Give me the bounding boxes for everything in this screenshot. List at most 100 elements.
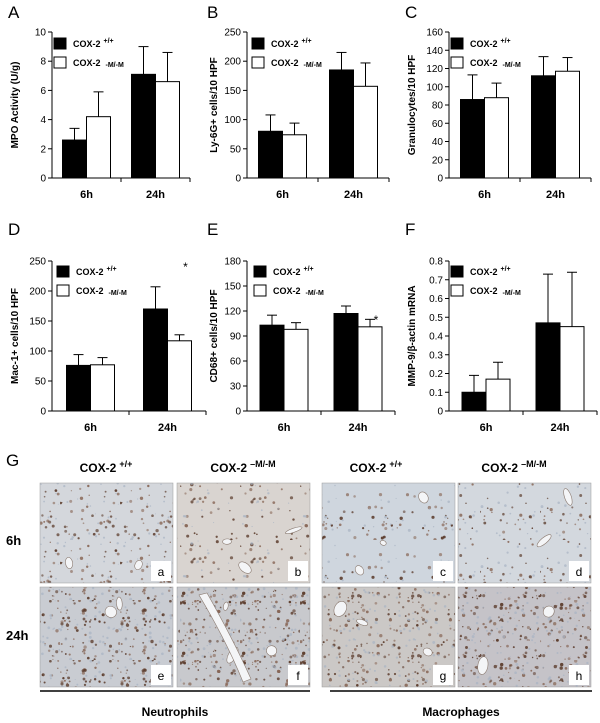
legend-label-wt: COX-2 +/+ (76, 266, 117, 277)
legend: COX-2 +/+ COX-2 -M/-M (251, 37, 322, 69)
y-tick-label: 0.2 (429, 369, 443, 380)
micrograph-image (39, 586, 174, 688)
vessel-lumen (418, 491, 429, 504)
y-tick-label: 120 (224, 307, 241, 318)
bar-mut-6h (484, 97, 509, 179)
vessel-lumen (65, 557, 73, 570)
bar-mut-6h (485, 378, 511, 412)
y-tick-label: 100 (224, 115, 241, 126)
bar-mut-6h (90, 364, 115, 412)
legend: COX-2 +/+ COX-2 -M/-M (53, 37, 124, 69)
x-tick-label: 24h (344, 189, 363, 201)
y-tick-label: 0 (40, 174, 46, 185)
bar-mut-24h (357, 326, 383, 412)
legend-label-wt: COX-2 +/+ (273, 266, 314, 277)
y-tick-label: 8 (40, 57, 46, 68)
micrograph-e: e (39, 586, 174, 688)
x-tick-label: 24h (551, 422, 570, 434)
panel-letter: B (207, 3, 218, 22)
micrograph-c: c (321, 482, 456, 584)
y-tick-label: 50 (230, 144, 242, 155)
vessel-lumen (333, 601, 347, 617)
legend-swatch-wt (253, 265, 267, 278)
legend-label-wt: COX-2 +/+ (470, 38, 511, 49)
bar-wt-24h (333, 313, 359, 412)
y-tick-label: 0.6 (429, 294, 443, 305)
bar-mut-6h (282, 134, 307, 179)
bar-wt-6h (258, 130, 283, 179)
column-header: COX-2 +/+ (350, 459, 403, 475)
tile-label: h (576, 669, 583, 683)
y-tick-label: 160 (426, 28, 443, 39)
y-tick-label: 250 (29, 257, 46, 268)
large-vessel (198, 592, 252, 683)
vessel-lumen (222, 538, 232, 545)
vessel-lumen (285, 526, 303, 535)
legend-label-wt: COX-2 +/+ (271, 38, 312, 49)
vessel-lumen (379, 540, 387, 546)
vessel-lumen (354, 565, 365, 576)
y-tick-label: 0 (40, 407, 46, 418)
vessel-lumen (134, 559, 143, 570)
vessel-lumen (116, 596, 123, 611)
significance-marker: * (183, 260, 188, 274)
vessel-lumen (542, 605, 555, 618)
y-axis-label: CD68+ cells/10 HPF (209, 289, 220, 382)
tile-label: a (158, 565, 165, 579)
legend-swatch-wt (56, 265, 70, 278)
micrograph-image (321, 482, 456, 584)
chart-panel-c: C 0 20 40 60 80 100 120 140 160 Granulocytes/10 HP… (405, 3, 592, 201)
legend: COX-2 +/+ COX-2 -M/-M (56, 265, 127, 297)
tile-label-box (433, 561, 453, 581)
x-tick-label: 6h (480, 422, 493, 434)
vessel-lumen (356, 618, 369, 626)
legend-swatch-wt (450, 265, 464, 278)
legend-swatch-wt (53, 37, 67, 50)
y-tick-label: 250 (224, 28, 241, 39)
bar-mut-24h (167, 340, 192, 412)
x-tick-label: 24h (546, 189, 565, 201)
bar-mut-6h (86, 116, 111, 179)
micrograph-d: d (457, 482, 592, 584)
legend-swatch-mut (53, 56, 67, 69)
y-tick-label: 150 (224, 282, 241, 293)
micrograph-h: h (457, 586, 592, 688)
vessel-lumen (563, 488, 573, 506)
tile-label: f (296, 669, 300, 683)
y-tick-label: 0.1 (429, 388, 443, 399)
y-tick-label: 10 (35, 28, 47, 39)
bar-wt-6h (460, 99, 485, 179)
micrograph-f: f (176, 586, 311, 688)
y-tick-label: 0 (235, 174, 241, 185)
x-tick-label: 24h (349, 422, 368, 434)
vessel-lumen (238, 561, 252, 574)
vessel-lumen (536, 534, 552, 548)
row-header: 24h (6, 628, 28, 643)
micrograph-g: g (321, 586, 456, 688)
x-tick-label: 6h (478, 189, 491, 201)
panel-letter: G (6, 451, 19, 470)
x-tick-label: 24h (158, 422, 177, 434)
y-tick-label: 0 (437, 174, 443, 185)
y-tick-label: 90 (230, 332, 242, 343)
panel-letter: D (8, 220, 20, 239)
y-tick-label: 200 (29, 287, 46, 298)
legend: COX-2 +/+ COX-2 -M/-M (253, 265, 324, 297)
legend-label-mut: COX-2 -M/-M (271, 58, 322, 69)
y-tick-label: 0.5 (429, 313, 443, 324)
panel-letter: E (207, 220, 218, 239)
legend-swatch-wt (450, 37, 464, 50)
micrograph-image (39, 482, 174, 584)
legend-label-mut: COX-2 -M/-M (470, 286, 521, 297)
y-tick-label: 2 (40, 144, 46, 155)
y-tick-label: 0.7 (429, 275, 443, 286)
vessel-lumen (477, 656, 489, 675)
legend-swatch-wt (251, 37, 265, 50)
legend-label-mut: COX-2 -M/-M (76, 286, 127, 297)
significance-marker: * (374, 313, 379, 327)
y-tick-label: 0 (235, 407, 241, 418)
bar-wt-24h (535, 322, 561, 412)
vessel-lumen (266, 645, 277, 657)
y-tick-label: 6 (40, 86, 46, 97)
